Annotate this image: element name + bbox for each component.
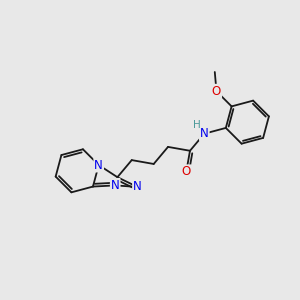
Text: N: N (94, 158, 103, 172)
Text: N: N (200, 127, 209, 140)
Text: H: H (193, 120, 201, 130)
Text: N: N (111, 179, 120, 192)
Text: N: N (133, 181, 142, 194)
Text: O: O (212, 85, 221, 98)
Text: O: O (182, 165, 191, 178)
